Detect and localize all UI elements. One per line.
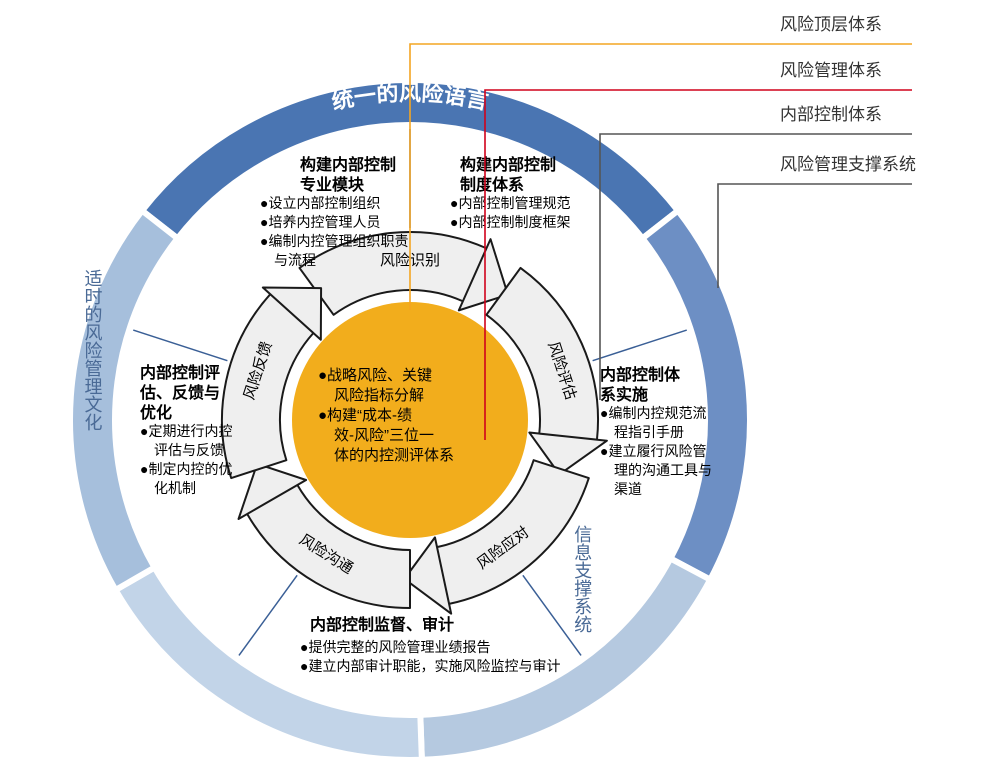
center-text-line-4: 体的内控测评体系	[334, 447, 454, 464]
callout-label-c2: 风险管理体系	[780, 61, 882, 80]
sec_right-bullet-0-0: ●编制内控规范流	[600, 405, 706, 421]
sec_top_right-title-0: 构建内部控制	[460, 155, 556, 174]
ring-segment-right_upper	[642, 211, 750, 580]
sec_right-bullet-0-1: 程指引手册	[600, 424, 684, 440]
callout-label-c3: 内部控制体系	[780, 105, 882, 124]
sec_bottom-bullet-0-0: ●提供完整的风险管理业绩报告	[300, 639, 490, 655]
sec_top_left-title-1: 专业模块	[300, 175, 365, 194]
sec_left-bullet-0-1: 评估与反馈	[140, 442, 224, 458]
sec_top_right-bullet-1-0: ●内部控制制度框架	[450, 214, 570, 230]
divider-1	[593, 330, 687, 361]
center-text-line-2: ●构建“成本-绩	[318, 407, 412, 424]
sec_left-bullet-1-1: 化机制	[140, 480, 196, 496]
callout-line-c4	[718, 184, 912, 288]
sec_right-bullet-1-0: ●建立履行风险管	[600, 443, 706, 459]
sec_right-bullet-1-1: 理的沟通工具与	[600, 462, 712, 478]
divider-3	[239, 575, 297, 655]
sec_right-title-1: 系实施	[600, 385, 648, 404]
sec_top_left-bullet-1-0: ●培养内控管理人员	[260, 214, 380, 230]
sec_top_left-bullet-2-0: ●编制内控管理组织职责	[260, 233, 408, 249]
sec_top_left-bullet-2-1: 与流程	[260, 252, 316, 268]
sec_left-bullet-1-0: ●制定内控的优	[140, 461, 232, 477]
sec_top_right-bullet-0-0: ●内部控制管理规范	[450, 195, 570, 211]
sec_top_left-bullet-0-0: ●设立内部控制组织	[260, 195, 380, 211]
sec_left-bullet-0-0: ●定期进行内控	[140, 423, 232, 439]
sec_top_right-title-1: 制度体系	[460, 175, 524, 194]
sec_right-bullet-1-2: 渠道	[600, 481, 642, 497]
sec_bottom-title-0: 内部控制监督、审计	[310, 615, 454, 634]
sec_left-title-0: 内部控制评	[140, 363, 220, 382]
callout-label-c1: 风险顶层体系	[780, 15, 882, 34]
sec_left-title-1: 估、反馈与	[139, 383, 220, 402]
ring-label-right: 信息支撑系统	[572, 525, 592, 633]
center-text-line-3: 效-风险”三位一	[334, 427, 434, 444]
sec_left-title-2: 优化	[140, 403, 172, 422]
callout-label-c4: 风险管理支撑系统	[780, 155, 916, 174]
center-text-line-1: 风险指标分解	[334, 387, 424, 404]
sec_top_left-title-0: 构建内部控制	[300, 155, 396, 174]
diagram-stage: 统一的风险语言适时的风险管理文化信息支撑系统风险识别风险评估风险应对风险沟通风险…	[0, 0, 1000, 778]
sec_bottom-bullet-1-0: ●建立内部审计职能，实施风险监控与审计	[300, 658, 560, 674]
ring-label-left: 适时的风险管理文化	[83, 269, 103, 431]
sec_right-title-0: 内部控制体	[600, 365, 681, 384]
divider-4	[133, 330, 227, 361]
center-text-line-0: ●战略风险、关键	[318, 367, 432, 384]
